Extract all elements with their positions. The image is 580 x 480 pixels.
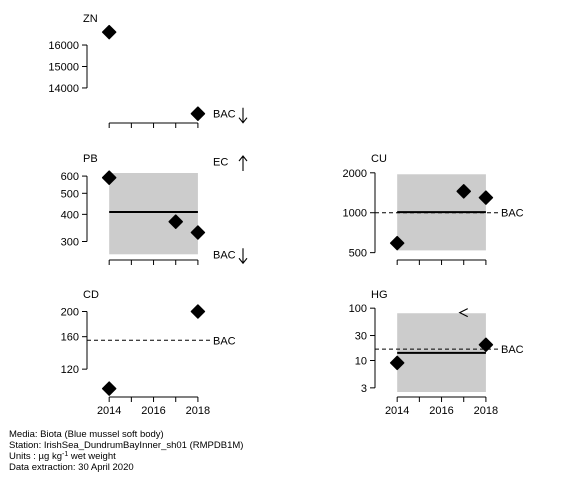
ref-label-bac: BAC xyxy=(501,344,524,356)
ref-label-bac: BAC xyxy=(213,335,236,347)
footer-units-suffix: wet weight xyxy=(68,451,116,462)
x-tick-label: 2018 xyxy=(186,405,210,417)
footer-extraction: Data extraction: 30 April 2020 xyxy=(9,462,134,473)
panel-title: CD xyxy=(83,289,99,301)
x-tick-label: 2016 xyxy=(141,405,165,417)
data-point xyxy=(478,190,494,205)
y-tick-label: 160 xyxy=(61,332,79,344)
data-point xyxy=(190,106,206,121)
data-point xyxy=(478,337,494,352)
x-tick-label: 2018 xyxy=(474,405,498,417)
footer-units-prefix: Units : µg kg xyxy=(9,451,62,462)
x-tick-label: 2014 xyxy=(97,405,121,417)
y-tick-label: 200 xyxy=(61,307,79,319)
y-tick-label: 16000 xyxy=(48,40,79,52)
y-tick-label: 30 xyxy=(355,331,367,343)
y-tick-label: 15000 xyxy=(48,61,79,73)
ref-label-bac: BAC xyxy=(501,208,524,220)
data-point xyxy=(101,24,117,40)
ref-label-bac: BAC xyxy=(213,109,236,121)
down-arrow-icon xyxy=(238,107,248,124)
y-tick-label: 14000 xyxy=(48,83,79,95)
y-tick-label: 300 xyxy=(61,236,79,248)
footer-units-exponent: -1 xyxy=(62,451,69,458)
down-arrow-icon xyxy=(238,248,248,265)
y-tick-label: 600 xyxy=(61,171,79,183)
y-tick-label: 2000 xyxy=(343,168,367,180)
panel-cu: BAC 500 1000 2000 CU xyxy=(343,153,524,265)
data-point xyxy=(190,225,206,240)
ref-label-ec: EC xyxy=(213,157,228,169)
y-tick-label: 120 xyxy=(61,364,79,376)
up-arrow-icon xyxy=(238,155,248,171)
data-point xyxy=(456,184,471,199)
panel-title: ZN xyxy=(83,13,98,25)
panel-title: HG xyxy=(371,289,388,301)
data-point xyxy=(101,170,117,185)
assessment-band xyxy=(109,172,198,255)
panel-title: PB xyxy=(83,153,98,165)
data-point xyxy=(389,235,405,251)
footer: Media: Biota (Blue mussel soft body) Sta… xyxy=(9,429,243,473)
footer-station: Station: IrishSea_DundrumBayInner_sh01 (… xyxy=(9,440,244,451)
y-tick-label: 1000 xyxy=(343,208,367,220)
y-tick-label: 400 xyxy=(61,209,79,221)
ref-label-bac: BAC xyxy=(213,249,236,261)
panel-zn: BAC 14000 15000 16000 ZN xyxy=(48,13,248,128)
y-tick-label: 100 xyxy=(349,303,367,315)
less-than-point xyxy=(458,308,468,318)
data-point xyxy=(190,304,206,319)
y-tick-label: 500 xyxy=(61,188,79,200)
data-point xyxy=(101,381,117,396)
panel-cd: BAC 2014 2016 2018 120 160 200 CD xyxy=(61,289,236,417)
data-point xyxy=(389,355,405,371)
y-tick-label: 500 xyxy=(349,248,367,260)
panel-pb: EC BAC 300 400 500 600 PB xyxy=(61,153,248,265)
y-tick-label: 10 xyxy=(355,355,367,367)
x-tick-label: 2016 xyxy=(429,405,453,417)
panel-title: CU xyxy=(371,153,387,165)
x-tick-label: 2014 xyxy=(385,405,409,417)
data-point xyxy=(168,214,183,229)
footer-media: Media: Biota (Blue mussel soft body) xyxy=(9,429,164,440)
footer-units: Units : µg kg-1 wet weight xyxy=(9,451,243,462)
panel-hg: BAC 2014 2016 2018 3 10 30 100 HG xyxy=(349,289,524,417)
y-tick-label: 3 xyxy=(361,383,367,395)
